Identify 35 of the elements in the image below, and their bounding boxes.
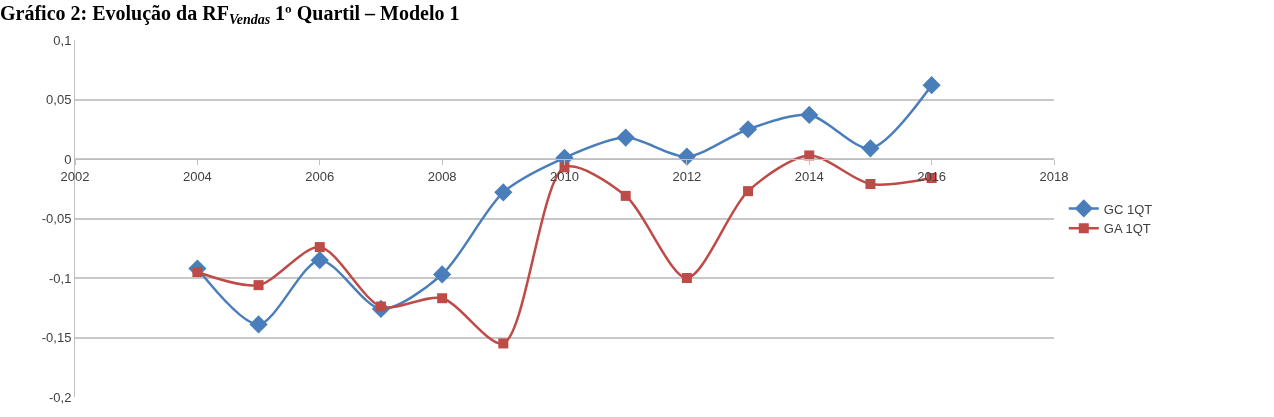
point [865,178,876,189]
x-tick-label: 2018 [1039,168,1069,184]
x-tick-label: 2002 [60,168,90,184]
chart-title: Gráfico 2: Evolução da RF$_{Vendas}$ 1º Quartil – Modelo 1 [0,2,460,28]
x-tick-label: 2012 [672,168,702,184]
point [314,242,325,253]
point [861,139,880,158]
y-tick-label: 0,1 [53,32,72,48]
point [494,183,513,202]
y-tick-label: -0,05 [41,211,72,227]
y-tick-label: -0,2 [48,389,72,405]
point [922,76,941,95]
y-tick-label: 0,05 [46,92,72,108]
point [498,338,509,349]
y-tick-label: 0 [64,151,72,167]
point [620,190,631,201]
point [800,105,819,125]
point [433,265,452,284]
x-tick-label: 2008 [427,168,457,184]
point [804,150,815,161]
y-tick-label: -0,15 [41,330,72,346]
legend-label: GA 1QT [1103,221,1151,237]
point [743,186,754,197]
x-tick-label: 2014 [794,168,824,184]
point [437,293,448,304]
point [253,280,264,291]
x-tick-label: 2004 [182,168,212,184]
y-tick-label: -0,1 [48,270,72,286]
legend-label: GC 1QT [1103,201,1153,217]
point [738,120,758,139]
point [681,273,692,283]
x-tick-label: 2006 [305,168,335,184]
point [249,315,268,334]
point [310,251,329,270]
point [616,128,635,147]
